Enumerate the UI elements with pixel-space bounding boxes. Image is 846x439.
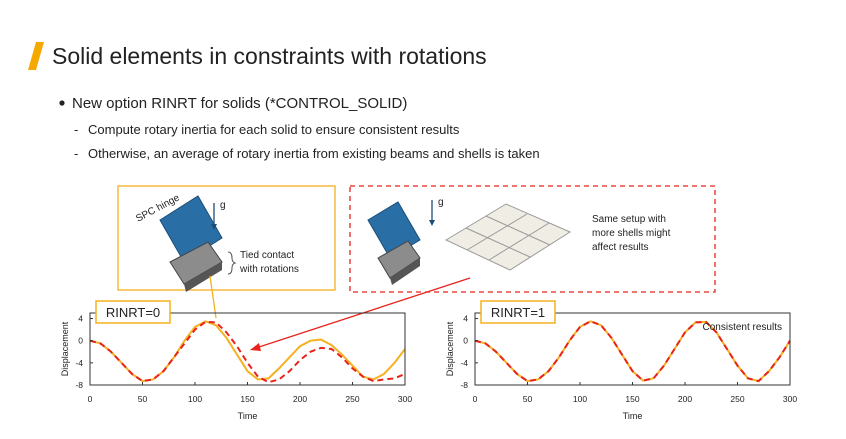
x-tick-label: 0 (88, 394, 93, 404)
x-axis-label: Time (238, 411, 258, 421)
label-box (480, 300, 556, 324)
diagram-box (349, 185, 716, 293)
sub-bullet: Compute rotary inertia for each solid to… (88, 122, 460, 137)
label: Same setup with (592, 214, 666, 225)
dash: - (74, 146, 78, 161)
line-series (474, 320, 791, 383)
x-tick-label: 50 (138, 394, 148, 404)
y-tick-label: 0 (78, 336, 83, 346)
connector (209, 275, 217, 319)
dash: - (74, 122, 78, 137)
annotation: Consistent results (703, 322, 782, 333)
bullet: New option RINRT for solids (*CONTROL_SO… (72, 95, 407, 112)
x-tick-label: 250 (345, 394, 359, 404)
line-series (89, 320, 406, 383)
y-axis-label: Displacement (445, 321, 455, 376)
sub-bullet: Otherwise, an average of rotary inertia … (88, 146, 540, 161)
x-tick-label: 200 (678, 394, 692, 404)
solid-side (184, 262, 222, 292)
shell-grid (444, 203, 572, 271)
y-tick-label: 0 (463, 336, 468, 346)
brace (227, 251, 237, 275)
diagram-box (117, 185, 336, 291)
x-tick-label: 200 (293, 394, 307, 404)
label: g (220, 200, 226, 211)
y-tick-label: -8 (75, 380, 83, 390)
y-tick-label: 4 (78, 314, 83, 324)
y-tick-label: -4 (460, 358, 468, 368)
x-tick-label: 250 (730, 394, 744, 404)
x-tick-label: 100 (573, 394, 587, 404)
label: g (438, 197, 444, 208)
x-tick-label: 100 (188, 394, 202, 404)
label-box (95, 300, 171, 324)
y-axis-label: Displacement (60, 321, 70, 376)
label: affect results (592, 242, 649, 253)
x-tick-label: 50 (523, 394, 533, 404)
line-series (89, 320, 406, 384)
arrow-head (211, 224, 217, 230)
x-tick-label: 300 (783, 394, 797, 404)
chart-label: RINRT=1 (491, 305, 545, 320)
label: Tied contact (240, 250, 294, 261)
x-tick-label: 150 (625, 394, 639, 404)
bullet-dot (59, 100, 65, 106)
x-tick-label: 150 (240, 394, 254, 404)
label: with rotations (239, 264, 299, 275)
y-tick-label: -8 (460, 380, 468, 390)
plot-frame (89, 312, 406, 386)
label: more shells might (592, 228, 671, 239)
arrow-head (429, 220, 435, 226)
x-tick-label: 300 (398, 394, 412, 404)
title: Solid elements in constraints with rotat… (52, 43, 487, 69)
x-axis-label: Time (623, 411, 643, 421)
solid-side (390, 258, 420, 285)
y-tick-label: -4 (75, 358, 83, 368)
y-tick-label: 4 (463, 314, 468, 324)
arrow-head (250, 343, 261, 351)
chart-label: RINRT=0 (106, 305, 160, 320)
title-accent (28, 42, 44, 70)
x-tick-label: 0 (473, 394, 478, 404)
